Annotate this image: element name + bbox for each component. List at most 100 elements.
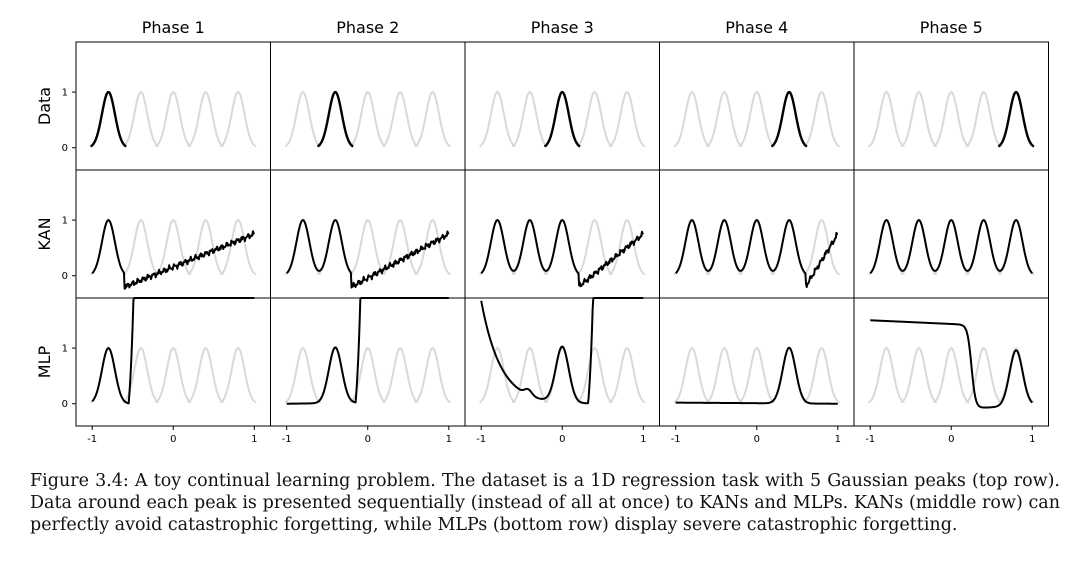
x-tick-label: -1 [282,434,292,445]
figure-grid: Phase 1 Phase 2 Phase 3 Phase 4 Phase 5 Data 0… [35,18,1049,445]
subplot-frame [853,169,1049,299]
background-peak-line [738,91,776,148]
background-peak-line [932,347,970,404]
background-peak-line [284,91,322,148]
background-peak-line [349,219,387,276]
background-peak-line [219,219,257,276]
subplot-frame [853,297,1049,427]
column-title: Phase 3 [531,18,594,37]
background-peak-line [478,91,517,148]
subplot-frame [75,41,271,171]
data-peak-line [770,90,809,148]
background-peak-line [511,347,549,404]
x-tick-label: -1 [476,434,486,445]
background-peak-line [122,347,160,404]
background-peak-line [186,347,225,404]
column-title: Phase 1 [142,18,205,37]
kan-fit-line [674,219,839,288]
row-label: Data [35,87,54,125]
background-peak-line [575,91,614,148]
background-peak-line [154,91,192,148]
subplot-frame [75,169,271,299]
mlp-fit-line [869,319,1033,409]
row-label: KAN [35,217,54,250]
subplot-frame [270,297,466,427]
background-peak-line [154,219,192,276]
x-tick-label: -1 [865,434,875,445]
x-tick-label: 1 [1029,434,1035,445]
subplot-frame [659,169,855,299]
x-tick-label: 1 [640,434,646,445]
background-peak-line [802,219,841,276]
y-tick-label: 0 [62,399,68,410]
x-tick-label: 0 [170,434,176,445]
subplot-frame [75,297,271,427]
background-peak-line [802,347,841,404]
background-peak-line [413,347,452,404]
subplot-frame [853,41,1049,171]
data-peak-line [89,90,128,148]
column-title: Phase 5 [920,18,983,37]
kan-fit-line [91,219,256,290]
x-tick-label: 1 [251,434,257,445]
subplot-frame [270,41,466,171]
background-peak-line [186,91,225,148]
y-tick-label: 1 [62,216,68,227]
background-peak-line [122,91,160,148]
data-peak-line [997,90,1035,148]
background-peak-line [511,91,549,148]
background-peak-line [608,347,646,404]
background-peak-line [964,347,1003,404]
background-peak-line [349,91,387,148]
y-tick-label: 0 [62,143,68,154]
background-peak-line [413,91,452,148]
y-tick-label: 1 [62,88,68,99]
kan-fit-line [869,219,1034,274]
figure-caption: Figure 3.4: A toy continual learning pro… [30,471,1060,535]
background-peak-line [673,91,711,148]
row-label: MLP [35,345,54,378]
mlp-fit-line [91,297,255,405]
x-tick-label: 0 [559,434,565,445]
x-tick-label: -1 [87,434,97,445]
background-peak-line [964,91,1003,148]
background-peak-line [900,91,938,148]
data-peak-line [543,90,582,148]
kan-fit-line [480,219,644,288]
background-peak-line [608,91,646,148]
background-peak-line [802,91,841,148]
x-tick-label: 0 [365,434,371,445]
background-peak-line [705,91,744,148]
background-peak-line [154,347,192,404]
background-peak-line [381,219,419,276]
background-peak-line [122,219,160,276]
background-peak-line [478,347,517,404]
x-tick-label: -1 [671,434,681,445]
subplot-frame [659,41,855,171]
background-peak-line [219,91,257,148]
column-title: Phase 2 [336,18,399,37]
background-peak-line [705,347,744,404]
x-tick-label: 0 [754,434,760,445]
background-peak-line [575,347,614,404]
background-peak-line [932,91,970,148]
y-tick-label: 0 [62,271,68,282]
subplot-frame [464,41,660,171]
background-peak-line [738,347,776,404]
x-tick-label: 1 [446,434,452,445]
x-tick-label: 0 [948,434,954,445]
x-tick-label: 1 [835,434,841,445]
subplot-frame [464,297,660,427]
mlp-fit-line [675,346,839,405]
background-peak-line [186,219,225,276]
background-peak-line [867,347,906,404]
kan-fit-line [285,219,450,289]
background-peak-line [867,91,906,148]
background-peak-line [284,347,322,404]
mlp-fit-line [286,297,450,405]
y-tick-label: 1 [62,344,68,355]
background-peak-line [900,347,938,404]
data-peak-line [316,90,355,148]
column-title: Phase 4 [725,18,788,37]
background-peak-line [381,347,419,404]
